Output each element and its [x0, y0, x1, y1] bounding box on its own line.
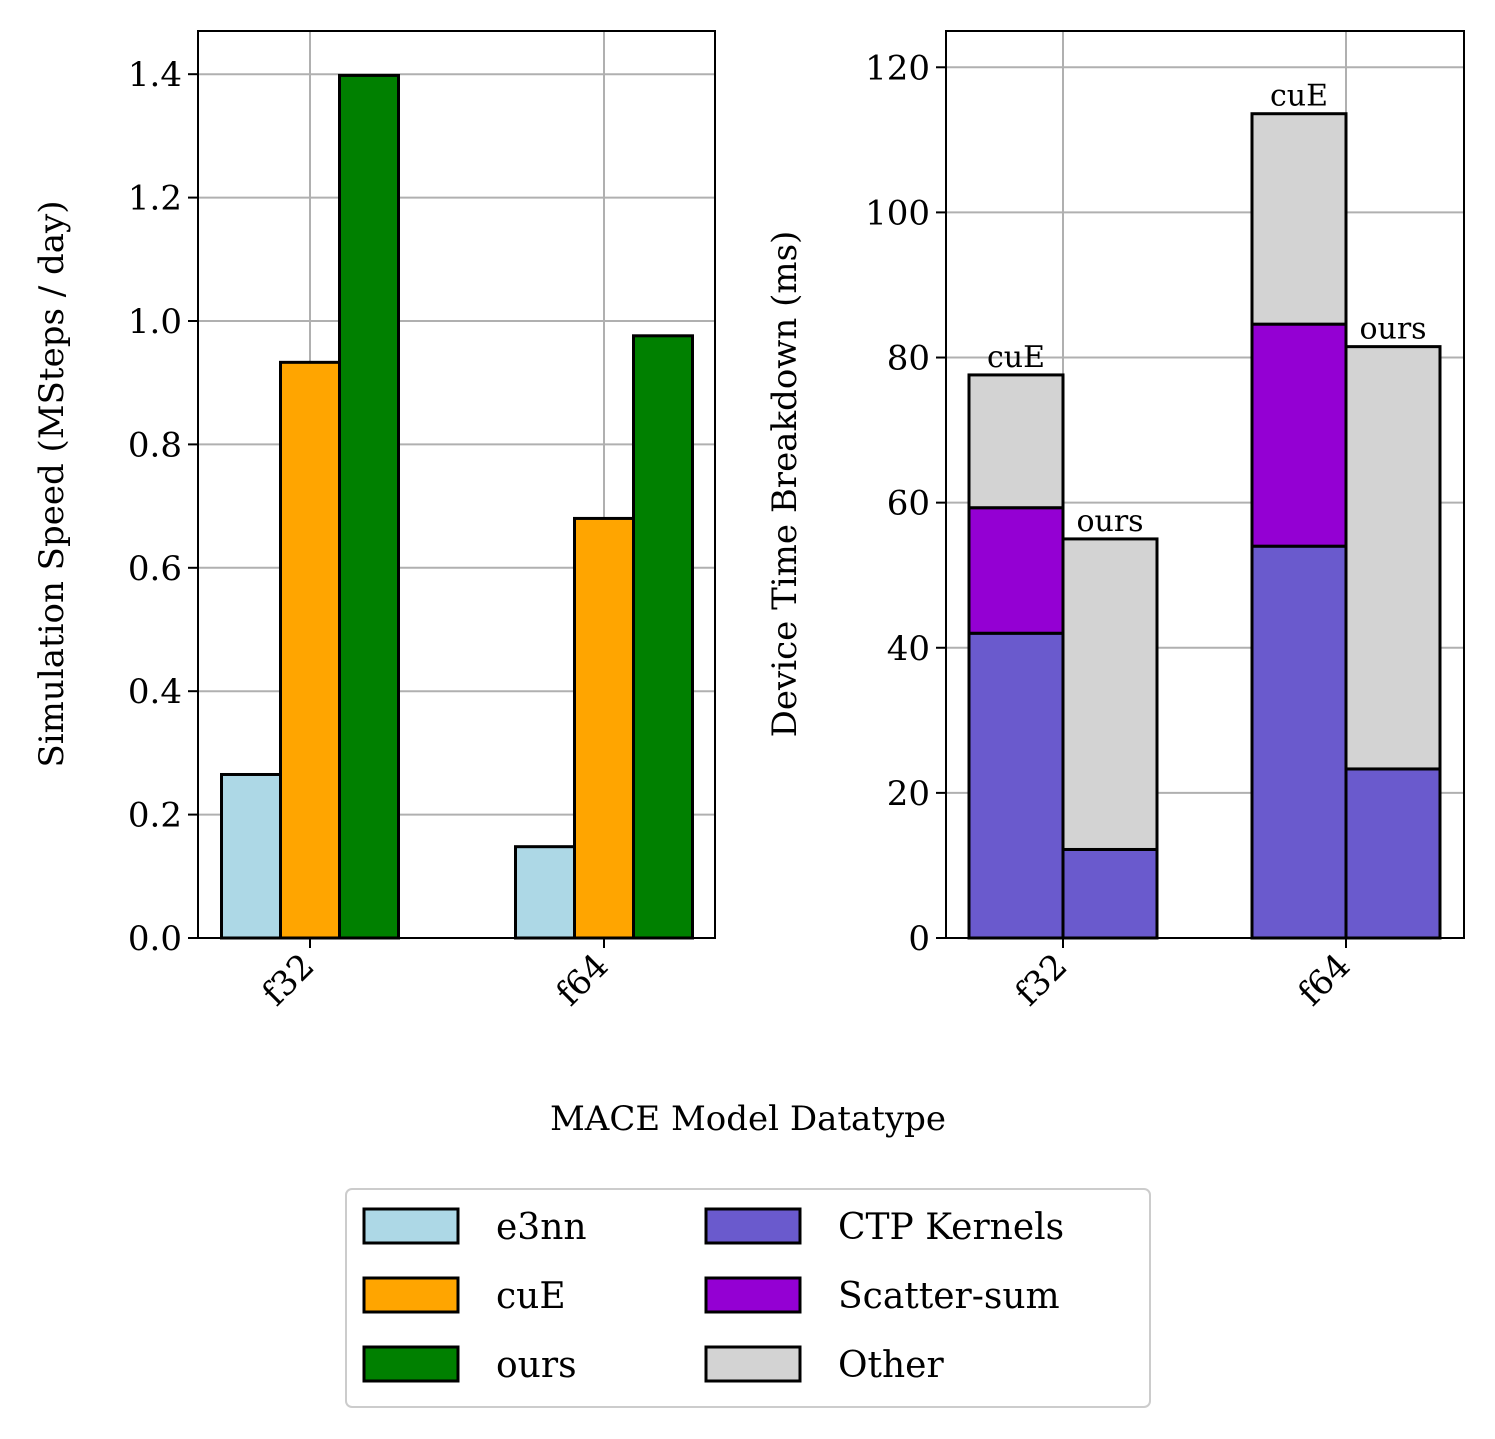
bar-total-label: ours	[1076, 504, 1143, 539]
speed-chart-y-ticks: 0.0 0.2 0.4 0.6 0.8 1.0 1.2 1.4	[128, 55, 198, 959]
y-tick-label: 20	[887, 774, 930, 814]
legend-swatch	[362, 1276, 460, 1314]
y-tick-label: 1.4	[128, 55, 182, 95]
speed-chart-frame	[197, 30, 716, 939]
breakdown-chart-frame	[945, 30, 1465, 939]
bar-cuE-f32	[279, 360, 341, 940]
x-tick-label: f64	[1291, 946, 1359, 1014]
y-tick-label: 100	[865, 193, 930, 233]
legend-item-ctp-kernels: CTP Kernels	[704, 1207, 1064, 1248]
bar-ours-f64	[632, 334, 694, 940]
legend-label: Scatter-sum	[838, 1276, 1060, 1317]
legend-swatch	[704, 1207, 802, 1245]
stack-cuE-f32-ctp-kernels	[967, 631, 1065, 940]
stack-ours-f32-other	[1061, 537, 1159, 851]
y-tick-label: 0.0	[128, 919, 182, 959]
stack-cuE-f64-scatter-sum	[1250, 322, 1348, 548]
bar-total-label: ours	[1359, 312, 1426, 347]
bar-total-label: cuE	[1270, 79, 1328, 114]
bar-ours-f32	[338, 73, 400, 940]
y-tick-label: 120	[865, 48, 930, 88]
legend-swatch	[704, 1345, 802, 1383]
breakdown-chart-bars	[967, 112, 1442, 940]
y-tick-label: 0.8	[128, 425, 182, 465]
legend-label: e3nn	[496, 1207, 587, 1248]
stack-cuE-f64-ctp-kernels	[1250, 544, 1348, 940]
bar-cuE-f64	[573, 516, 635, 940]
x-tick-label: f32	[1008, 946, 1076, 1014]
speed-chart-bars	[220, 73, 694, 940]
breakdown-chart: 0 20 40 60 80 100 120 f32 f64 cuE ours cuE ours De…	[765, 30, 1465, 1014]
y-tick-label: 0.4	[128, 672, 182, 712]
legend-label: Other	[838, 1345, 944, 1386]
shared-xlabel: MACE Model Datatype	[550, 1099, 946, 1139]
legend: e3nn cuE ours CTP Kernels Scatter-sum Other	[345, 1188, 1151, 1408]
y-tick-label: 0.2	[128, 796, 182, 836]
y-tick-label: 1.2	[128, 179, 182, 219]
speed-chart-ylabel: Simulation Speed (MSteps / day)	[32, 201, 72, 768]
breakdown-chart-bar-labels: cuE ours cuE ours	[987, 79, 1427, 539]
stack-ours-f64-ctp-kernels	[1344, 767, 1442, 940]
legend-item-ours: ours	[362, 1345, 577, 1386]
bar-total-label: cuE	[987, 340, 1045, 375]
bar-e3nn-f64	[514, 845, 576, 940]
legend-swatch	[704, 1276, 802, 1314]
y-tick-label: 0.6	[128, 549, 182, 589]
breakdown-chart-ylabel: Device Time Breakdown (ms)	[765, 231, 805, 738]
legend-item-other: Other	[704, 1345, 944, 1386]
legend-item-scatter-sum: Scatter-sum	[704, 1276, 1060, 1317]
stack-ours-f64-other	[1344, 345, 1442, 771]
y-tick-label: 0	[908, 919, 930, 959]
y-tick-label: 40	[887, 629, 930, 669]
legend-label: cuE	[496, 1276, 566, 1317]
breakdown-chart-x-ticks: f32 f64	[1008, 938, 1359, 1014]
bar-e3nn-f32	[220, 772, 282, 940]
y-tick-label: 60	[887, 484, 930, 524]
stack-cuE-f32-scatter-sum	[967, 506, 1065, 635]
legend-swatch	[362, 1207, 460, 1245]
stack-ours-f32-ctp-kernels	[1061, 847, 1159, 940]
speed-chart: 0.0 0.2 0.4 0.6 0.8 1.0 1.2 1.4 f32 f64 Simulati…	[32, 30, 716, 1014]
y-tick-label: 1.0	[128, 302, 182, 342]
legend-item-e3nn: e3nn	[362, 1207, 587, 1248]
x-tick-label: f32	[255, 946, 323, 1014]
legend-label: ours	[496, 1345, 577, 1386]
stack-cuE-f64-other	[1250, 112, 1348, 326]
x-tick-label: f64	[549, 946, 617, 1014]
breakdown-chart-y-ticks: 0 20 40 60 80 100 120	[865, 48, 946, 959]
y-tick-label: 80	[887, 339, 930, 379]
stack-cuE-f32-other	[967, 373, 1065, 510]
legend-label: CTP Kernels	[838, 1207, 1064, 1248]
legend-swatch	[362, 1345, 460, 1383]
speed-chart-x-ticks: f32 f64	[255, 938, 617, 1014]
legend-item-cue: cuE	[362, 1276, 566, 1317]
